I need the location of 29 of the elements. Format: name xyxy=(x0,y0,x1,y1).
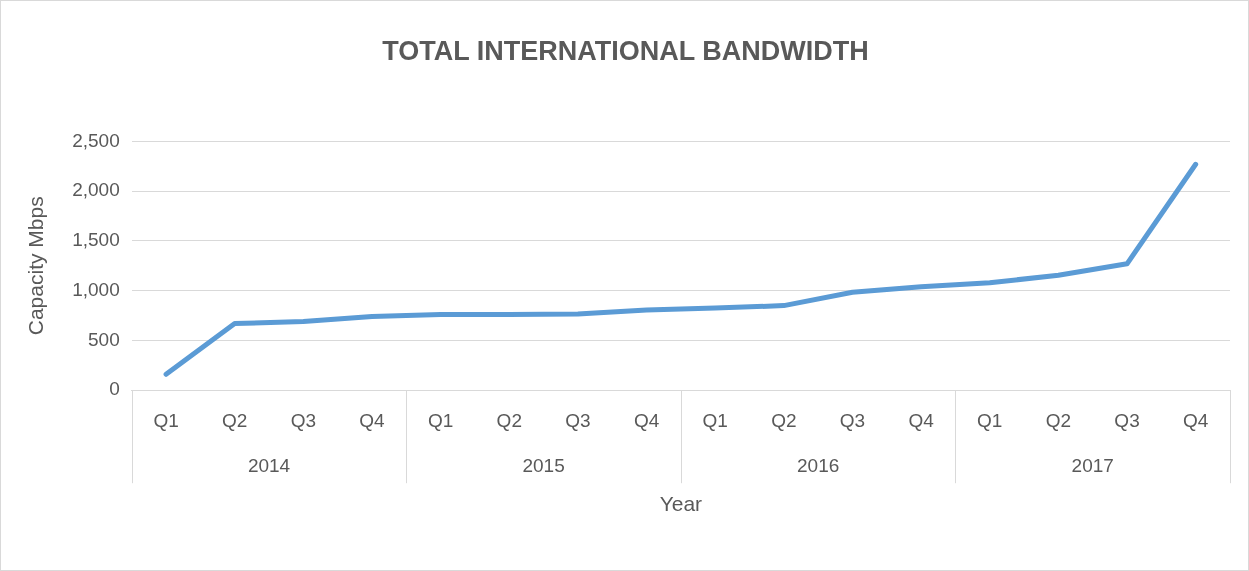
x-tick-label: Q2 xyxy=(222,409,248,431)
x-axis-title: Year xyxy=(659,492,703,515)
x-tick-label: Q2 xyxy=(1045,409,1072,431)
y-tick-label: 1,500 xyxy=(72,229,120,251)
x-tick-label: Q3 xyxy=(839,409,866,431)
chart-title: TOTAL INTERNATIONAL BANDWIDTH xyxy=(382,35,869,66)
text: 2016 xyxy=(797,455,840,477)
x-tick-label: Q1 xyxy=(702,409,728,431)
x-tick-label: Q1 xyxy=(153,409,179,431)
y-axis-title: Capacity Mbps xyxy=(24,196,48,336)
y-tick-label: 2,500 xyxy=(72,129,120,151)
y-tick-label: 1,000 xyxy=(72,278,120,300)
x-tick-label: Q3 xyxy=(290,409,317,431)
x-tick-label: Q3 xyxy=(1114,409,1140,431)
x-tick-label: Q4 xyxy=(1183,409,1209,431)
x-tick-label: Q4 xyxy=(633,409,660,431)
x-tick-label: Q1 xyxy=(977,409,1003,431)
x-tick-label: Q3 xyxy=(565,409,591,431)
text: 2014 xyxy=(247,455,291,477)
text: 2015 xyxy=(522,455,565,477)
x-tick-label: Q1 xyxy=(427,409,454,431)
y-tick-label: 0 xyxy=(109,378,120,400)
x-tick-label: Q2 xyxy=(771,409,797,431)
y-tick-label: 2,000 xyxy=(72,179,120,201)
x-tick-label: Q4 xyxy=(359,409,386,431)
x-tick-label: Q4 xyxy=(908,409,935,431)
text: 2017 xyxy=(1071,455,1114,477)
x-tick-label: Q2 xyxy=(496,409,522,431)
y-tick-label: 500 xyxy=(88,328,120,350)
